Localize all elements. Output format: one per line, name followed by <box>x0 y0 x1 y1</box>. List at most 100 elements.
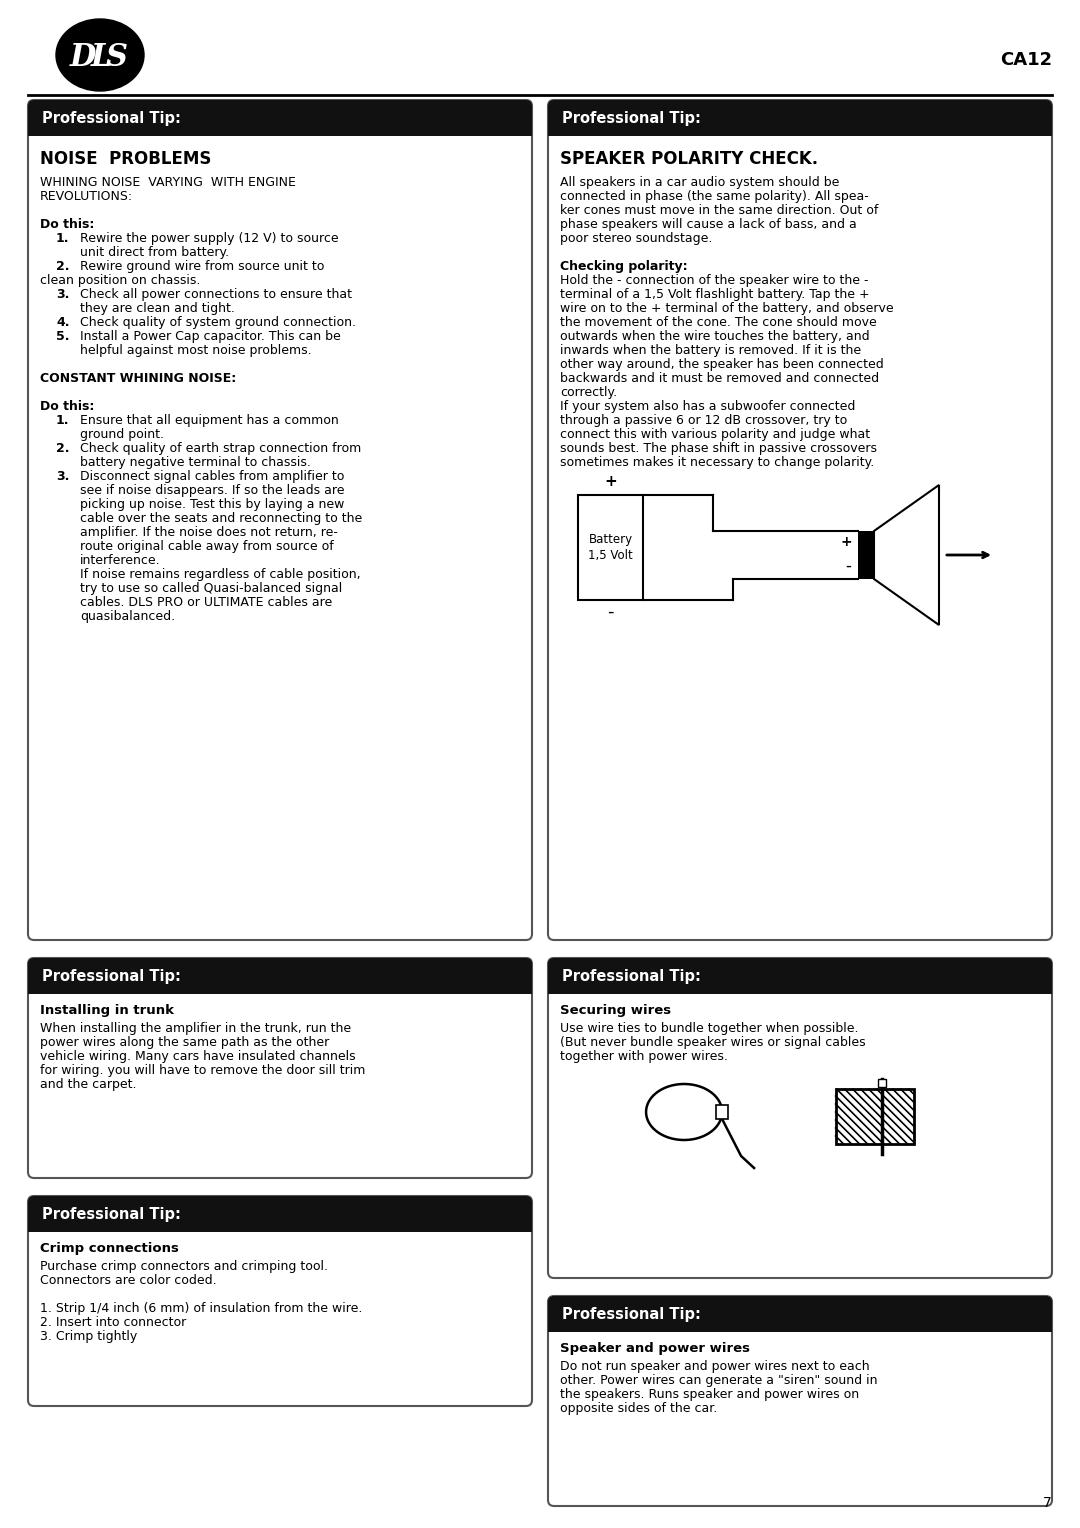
Text: NOISE  PROBLEMS: NOISE PROBLEMS <box>40 150 212 168</box>
Text: +: + <box>604 474 617 489</box>
Text: backwards and it must be removed and connected: backwards and it must be removed and con… <box>561 371 879 385</box>
FancyBboxPatch shape <box>28 99 532 136</box>
Ellipse shape <box>56 18 144 92</box>
FancyBboxPatch shape <box>548 1296 1052 1332</box>
FancyBboxPatch shape <box>548 99 1052 136</box>
Text: REVOLUTIONS:: REVOLUTIONS: <box>40 189 133 203</box>
Text: poor stereo soundstage.: poor stereo soundstage. <box>561 232 713 244</box>
Text: connect this with various polarity and judge what: connect this with various polarity and j… <box>561 428 870 442</box>
Text: Check all power connections to ensure that: Check all power connections to ensure th… <box>80 287 352 301</box>
Text: try to use so called Quasi-balanced signal: try to use so called Quasi-balanced sign… <box>80 582 342 594</box>
Text: cable over the seats and reconnecting to the: cable over the seats and reconnecting to… <box>80 512 362 526</box>
Text: 1.: 1. <box>56 232 69 244</box>
Text: Installing in trunk: Installing in trunk <box>40 1004 174 1018</box>
Bar <box>548 976 1052 995</box>
Text: Do this:: Do this: <box>40 400 94 413</box>
Text: they are clean and tight.: they are clean and tight. <box>80 303 234 315</box>
Text: opposite sides of the car.: opposite sides of the car. <box>561 1403 717 1415</box>
Bar <box>28 118 532 136</box>
Text: 1.: 1. <box>56 414 69 426</box>
Text: 7: 7 <box>1043 1496 1052 1510</box>
Bar <box>578 495 643 601</box>
Text: amplifier. If the noise does not return, re-: amplifier. If the noise does not return,… <box>80 526 338 539</box>
Text: If your system also has a subwoofer connected: If your system also has a subwoofer conn… <box>561 400 855 413</box>
Text: Professional Tip:: Professional Tip: <box>42 110 180 125</box>
FancyBboxPatch shape <box>28 958 532 995</box>
Text: If noise remains regardless of cable position,: If noise remains regardless of cable pos… <box>80 568 361 581</box>
Text: Hold the - connection of the speaker wire to the -: Hold the - connection of the speaker wir… <box>561 274 868 287</box>
FancyBboxPatch shape <box>548 1296 1052 1507</box>
Text: +: + <box>840 535 852 549</box>
Text: Speaker and power wires: Speaker and power wires <box>561 1342 750 1355</box>
Text: 2. Insert into connector: 2. Insert into connector <box>40 1316 186 1329</box>
Text: Install a Power Cap capacitor. This can be: Install a Power Cap capacitor. This can … <box>80 330 341 342</box>
Text: vehicle wiring. Many cars have insulated channels: vehicle wiring. Many cars have insulated… <box>40 1050 355 1063</box>
Bar <box>716 1105 728 1118</box>
Bar <box>858 532 874 579</box>
Text: Professional Tip:: Professional Tip: <box>562 1306 701 1322</box>
Text: Use wire ties to bundle together when possible.: Use wire ties to bundle together when po… <box>561 1022 859 1034</box>
Text: inwards when the battery is removed. If it is the: inwards when the battery is removed. If … <box>561 344 861 358</box>
Bar <box>28 1215 532 1232</box>
Text: wire on to the + terminal of the battery, and observe: wire on to the + terminal of the battery… <box>561 303 893 315</box>
Text: (But never bundle speaker wires or signal cables: (But never bundle speaker wires or signa… <box>561 1036 866 1050</box>
Text: cables. DLS PRO or ULTIMATE cables are: cables. DLS PRO or ULTIMATE cables are <box>80 596 333 610</box>
Text: 1. Strip 1/4 inch (6 mm) of insulation from the wire.: 1. Strip 1/4 inch (6 mm) of insulation f… <box>40 1302 363 1316</box>
Text: 5.: 5. <box>56 330 69 342</box>
Text: and the carpet.: and the carpet. <box>40 1077 136 1091</box>
Text: CA12: CA12 <box>1000 50 1052 69</box>
Text: 2.: 2. <box>56 260 69 274</box>
Text: helpful against most noise problems.: helpful against most noise problems. <box>80 344 312 358</box>
Text: Do this:: Do this: <box>40 219 94 231</box>
Text: ker cones must move in the same direction. Out of: ker cones must move in the same directio… <box>561 205 878 217</box>
Text: Battery: Battery <box>589 533 633 545</box>
Text: WHINING NOISE  VARYING  WITH ENGINE: WHINING NOISE VARYING WITH ENGINE <box>40 176 296 189</box>
Text: the speakers. Runs speaker and power wires on: the speakers. Runs speaker and power wir… <box>561 1387 859 1401</box>
Text: Connectors are color coded.: Connectors are color coded. <box>40 1274 217 1287</box>
Text: battery negative terminal to chassis.: battery negative terminal to chassis. <box>80 455 311 469</box>
FancyBboxPatch shape <box>548 958 1052 1277</box>
Text: correctly.: correctly. <box>561 387 617 399</box>
Text: Crimp connections: Crimp connections <box>40 1242 179 1254</box>
Text: Ensure that all equipment has a common: Ensure that all equipment has a common <box>80 414 339 426</box>
Bar <box>836 1089 914 1144</box>
Text: Rewire ground wire from source unit to: Rewire ground wire from source unit to <box>80 260 324 274</box>
Text: together with power wires.: together with power wires. <box>561 1050 728 1063</box>
Bar <box>28 976 532 995</box>
Text: Professional Tip:: Professional Tip: <box>42 969 180 984</box>
Text: phase speakers will cause a lack of bass, and a: phase speakers will cause a lack of bass… <box>561 219 856 231</box>
Text: 3.: 3. <box>56 471 69 483</box>
Text: Professional Tip:: Professional Tip: <box>562 969 701 984</box>
Text: quasibalanced.: quasibalanced. <box>80 610 175 623</box>
Text: CONSTANT WHINING NOISE:: CONSTANT WHINING NOISE: <box>40 371 237 385</box>
Polygon shape <box>874 484 939 625</box>
FancyBboxPatch shape <box>28 1196 532 1406</box>
FancyBboxPatch shape <box>28 99 532 940</box>
Text: Securing wires: Securing wires <box>561 1004 671 1018</box>
Text: -: - <box>607 604 613 620</box>
Text: sometimes makes it necessary to change polarity.: sometimes makes it necessary to change p… <box>561 455 874 469</box>
Text: Disconnect signal cables from amplifier to: Disconnect signal cables from amplifier … <box>80 471 345 483</box>
Text: SPEAKER POLARITY CHECK.: SPEAKER POLARITY CHECK. <box>561 150 819 168</box>
Text: Check quality of earth strap connection from: Check quality of earth strap connection … <box>80 442 361 455</box>
Text: 3. Crimp tightly: 3. Crimp tightly <box>40 1329 137 1343</box>
Text: picking up noise. Test this by laying a new: picking up noise. Test this by laying a … <box>80 498 345 510</box>
Text: All speakers in a car audio system should be: All speakers in a car audio system shoul… <box>561 176 839 189</box>
Text: power wires along the same path as the other: power wires along the same path as the o… <box>40 1036 329 1050</box>
Text: interference.: interference. <box>80 555 161 567</box>
Bar <box>548 118 1052 136</box>
Text: S: S <box>106 41 129 72</box>
Text: Check quality of system ground connection.: Check quality of system ground connectio… <box>80 316 356 329</box>
Bar <box>878 1079 887 1086</box>
Text: Do not run speaker and power wires next to each: Do not run speaker and power wires next … <box>561 1360 869 1374</box>
Text: When installing the amplifier in the trunk, run the: When installing the amplifier in the tru… <box>40 1022 351 1034</box>
Text: 2.: 2. <box>56 442 69 455</box>
Text: Purchase crimp connectors and crimping tool.: Purchase crimp connectors and crimping t… <box>40 1261 328 1273</box>
Text: Rewire the power supply (12 V) to source: Rewire the power supply (12 V) to source <box>80 232 339 244</box>
Text: 3.: 3. <box>56 287 69 301</box>
Text: ground point.: ground point. <box>80 428 164 442</box>
Text: Checking polarity:: Checking polarity: <box>561 260 688 274</box>
Text: outwards when the wire touches the battery, and: outwards when the wire touches the batte… <box>561 330 869 342</box>
Text: D: D <box>69 41 96 72</box>
Text: through a passive 6 or 12 dB crossover, try to: through a passive 6 or 12 dB crossover, … <box>561 414 847 426</box>
